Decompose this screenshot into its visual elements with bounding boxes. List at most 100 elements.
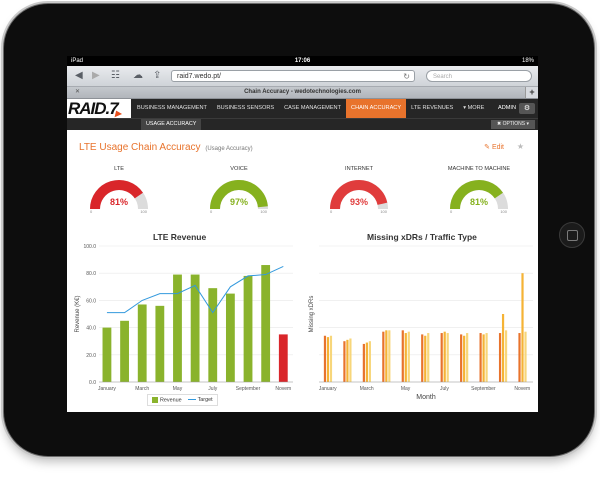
menu-business-sensors[interactable]: BUSINESS SENSORS [216, 105, 275, 111]
legend-revenue[interactable]: Revenue [152, 396, 182, 403]
xdr-bar [368, 341, 371, 382]
revenue-bar [173, 274, 182, 382]
xdr-bar [329, 335, 333, 382]
xdr-bar [382, 331, 385, 382]
x-tick-label: July [208, 386, 217, 392]
xdr-bar [504, 330, 508, 382]
gauge-min: 0 [210, 209, 213, 214]
reload-icon[interactable]: ↻ [403, 72, 410, 81]
tab-title[interactable]: Chain Accuracy - wedotechnologies.com [244, 89, 361, 95]
xdr-bar [524, 331, 527, 382]
xdr-bar [485, 333, 488, 382]
wrench-icon: ✖ [496, 121, 503, 127]
x-tick-label: January [98, 386, 116, 392]
xdr-bar [362, 343, 365, 382]
subnav-usage-accuracy[interactable]: USAGE ACCURACY [141, 119, 202, 130]
x-tick-label: September [236, 386, 261, 392]
main-menu: BUSINESS MANAGEMENT BUSINESS SENSORS CAS… [132, 99, 489, 118]
back-icon[interactable]: ◀ [75, 70, 83, 81]
menu-case-management[interactable]: CASE MANAGEMENT [284, 105, 342, 111]
xdr-bar [401, 330, 404, 382]
y-tick-label: 80.0 [86, 271, 96, 277]
y-tick-label: 40.0 [86, 326, 96, 332]
revenue-swatch [152, 396, 158, 403]
bookmarks-icon[interactable]: ☷ [111, 70, 120, 81]
home-button[interactable] [559, 222, 585, 248]
x-tick-label: March [360, 386, 374, 392]
legend-target-label: Target [197, 397, 213, 403]
admin-menu[interactable]: ADMIN [497, 105, 516, 111]
options-button[interactable]: ✖ OPTIONS ▾ [490, 120, 535, 129]
xdr-bar [349, 338, 352, 382]
gauge-value: 97% [229, 197, 248, 207]
xdr-bar [463, 335, 466, 382]
gauge-machine-to-machine[interactable]: MACHINE TO MACHINE 81% 0 100 [447, 166, 511, 222]
gauge-min: 0 [90, 209, 93, 214]
lte-revenue-chart: 0.0 20.0 40.0 60.0 80.0 100.0 Revenue (K€) Janu… [75, 244, 293, 392]
gauge-max: 100 [500, 209, 507, 214]
xdr-bar [446, 333, 449, 382]
x-tick-label: Novem [514, 386, 530, 392]
tab-bar: ✕ Chain Accuracy - wedotechnologies.com … [67, 87, 538, 99]
x-tick-label: Novem [275, 386, 291, 392]
gauge-value: 81% [109, 197, 128, 207]
gauge-voice[interactable]: VOICE 97% 0 100 [207, 166, 271, 222]
url-text: raid7.wedo.pt/ [177, 73, 221, 80]
close-tab-icon[interactable]: ✕ [75, 89, 81, 95]
y-tick-label: 60.0 [86, 298, 96, 304]
pencil-icon: ✎ [484, 144, 490, 151]
raid7-logo[interactable]: RAID.7 ▶ [67, 99, 131, 118]
menu-lte-revenues[interactable]: LTE REVENUES [411, 105, 454, 111]
edit-button[interactable]: ✎ Edit [484, 143, 504, 151]
edit-label: Edit [491, 144, 504, 151]
gauge-fill [330, 180, 388, 210]
forward-icon[interactable]: ▶ [92, 70, 100, 81]
status-time: 17:06 [294, 58, 311, 64]
revenue-bar [261, 265, 271, 382]
xdr-bar [518, 333, 521, 382]
xdr-bar [440, 333, 443, 382]
gauge-max: 100 [380, 209, 387, 214]
url-field[interactable]: raid7.wedo.pt/ ↻ [171, 70, 415, 82]
menu-chain-accuracy[interactable]: CHAIN ACCURACY [346, 99, 407, 118]
xdr-bar [424, 335, 427, 382]
battery-level: 18% [521, 58, 534, 64]
xdr-bar [479, 333, 482, 382]
gauge-fill [450, 180, 503, 210]
search-input[interactable]: Search [426, 70, 532, 82]
sub-nav: USAGE ACCURACY ✖ OPTIONS ▾ [67, 118, 538, 130]
cloud-icon[interactable]: ☁ [133, 70, 143, 81]
missing-xdrs-chart: Missing xDRs January March May July September… [309, 245, 533, 401]
y-tick-label: 0.0 [89, 380, 96, 386]
star-icon[interactable]: ★ [516, 142, 524, 151]
y-axis-label: Missing xDRs [309, 296, 315, 333]
menu-more[interactable]: ▾ MORE [463, 105, 485, 111]
xdr-bar [521, 273, 524, 382]
menu-business-management[interactable]: BUSINESS MANAGEMENT [137, 105, 207, 111]
app-nav: RAID.7 ▶ BUSINESS MANAGEMENT BUSINESS SE… [67, 99, 538, 118]
logo-text: RAID.7 [68, 99, 119, 118]
xdr-bar [323, 335, 327, 382]
gauge-max: 100 [260, 209, 267, 214]
new-tab-icon[interactable]: + [525, 87, 538, 98]
gauge-value: 81% [469, 197, 488, 207]
screen: iPad 17:06 18% ◀ ▶ ☷ ☁ ⇪ raid7.wedo.pt/ … [67, 56, 538, 412]
x-tick-label: March [135, 386, 149, 392]
gear-icon[interactable]: ⚙ [519, 103, 535, 114]
revenue-bar [190, 274, 200, 382]
legend-target[interactable]: Target [187, 397, 213, 403]
gauge-lte[interactable]: LTE 81% 0 100 [87, 166, 151, 222]
xdr-bar [466, 333, 469, 382]
xdr-bar [346, 339, 349, 382]
gauge-internet[interactable]: INTERNET 93% 0 100 [327, 166, 391, 222]
gauge-max: 100 [140, 209, 147, 214]
xdr-bar [365, 342, 368, 382]
y-tick-label: 100.0 [83, 244, 96, 250]
share-icon[interactable]: ⇪ [153, 70, 162, 81]
gauge-dial [330, 180, 388, 210]
xdr-bar [388, 330, 391, 382]
xdr-bar [385, 330, 388, 382]
xdr-bar [407, 331, 410, 382]
page-subtitle: (Usage Accuracy) [205, 146, 253, 152]
page-title-text: LTE Usage Chain Accuracy [79, 142, 201, 153]
